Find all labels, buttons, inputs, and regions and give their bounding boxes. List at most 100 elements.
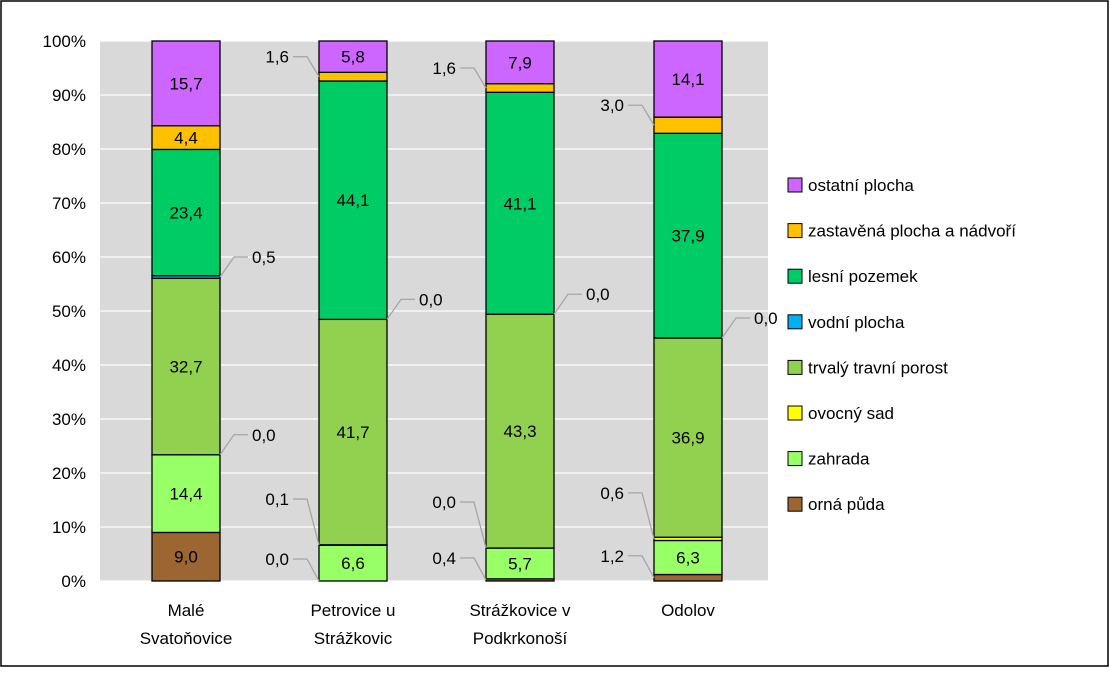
legend-label: zastavěná plocha a nádvoří <box>808 222 1016 241</box>
bar-segment <box>653 573 723 582</box>
data-label: 0,0 <box>432 493 456 512</box>
bar-segment <box>653 132 723 339</box>
x-tick-label: Svatoňovice <box>140 629 233 648</box>
data-label: 36,9 <box>671 429 704 448</box>
data-label: 0,0 <box>252 426 276 445</box>
data-label: 37,9 <box>671 227 704 246</box>
leader-line <box>293 56 320 78</box>
data-label: 6,3 <box>676 549 700 568</box>
data-label: 4,4 <box>174 129 198 148</box>
bar-segment <box>485 547 555 580</box>
legend-swatch <box>787 451 803 467</box>
data-label: 1,6 <box>432 59 456 78</box>
leader-line <box>386 298 415 320</box>
legend-label: ostatní plocha <box>808 176 914 195</box>
data-label: 1,6 <box>265 48 289 67</box>
legend-label: vodní plocha <box>808 313 905 332</box>
x-axis: Malé Svatoňovice Petrovice u Strážkovic Strá… <box>140 601 716 648</box>
data-label: 0,1 <box>265 490 289 509</box>
data-label: 43,3 <box>503 422 536 441</box>
data-label: 23,4 <box>169 204 202 223</box>
data-label: 6,6 <box>341 554 365 573</box>
legend-swatch <box>787 314 803 330</box>
x-tick-label: Strážkovic <box>314 629 393 648</box>
data-label: 5,8 <box>341 48 365 67</box>
bar-segment <box>318 40 388 74</box>
leader-line <box>293 498 320 546</box>
bar-segment <box>151 531 221 582</box>
data-label: 3,0 <box>600 96 624 115</box>
leader-line <box>628 555 655 579</box>
data-label: 14,1 <box>671 70 704 89</box>
y-axis: 0% 10% 20% 30% 40% 50% 60% 70% 80% 90% 100% <box>43 32 86 591</box>
data-label: 41,7 <box>336 423 369 442</box>
legend-swatch <box>787 268 803 284</box>
data-label: 14,4 <box>169 485 202 504</box>
x-tick-label: Malé <box>168 601 205 620</box>
data-label: 32,7 <box>169 358 202 377</box>
y-tick-label: 100% <box>43 32 86 51</box>
legend-label: trvalý travní porost <box>808 358 948 377</box>
bar-segment <box>151 277 221 456</box>
x-tick-label: Strážkovice v <box>469 601 571 620</box>
bar-segment <box>318 318 388 546</box>
x-tick-label: Odolov <box>661 601 715 620</box>
bar-segment <box>485 91 555 315</box>
y-tick-label: 80% <box>52 140 86 159</box>
bars: 9,0 14,4 32,7 23,4 4,4 15,7 0,0 0,5 6,6 41,7 44,1 5… <box>151 40 778 582</box>
legend-swatch <box>787 496 803 512</box>
y-tick-label: 30% <box>52 410 86 429</box>
y-tick-label: 90% <box>52 86 86 105</box>
leader-line <box>219 434 248 456</box>
y-tick-label: 40% <box>52 356 86 375</box>
legend-label: zahrada <box>808 450 870 469</box>
bar-segment <box>485 40 555 85</box>
data-label: 15,7 <box>169 74 202 93</box>
data-label: 0,6 <box>600 484 624 503</box>
legend-swatch <box>787 223 803 239</box>
leader-line <box>628 492 655 540</box>
y-tick-label: 60% <box>52 248 86 267</box>
legend-swatch <box>787 177 803 193</box>
leader-line <box>553 293 582 315</box>
bar-segment <box>151 40 221 127</box>
bar-segment <box>653 337 723 538</box>
data-label: 41,1 <box>503 194 536 213</box>
legend-swatch <box>787 359 803 375</box>
bar-segment <box>318 80 388 321</box>
data-label: 0,5 <box>252 248 276 267</box>
legend: ostatní plocha zastavěná plocha a nádvoří… <box>787 176 1016 514</box>
legend-label: orná půda <box>808 495 885 514</box>
bar-segment <box>151 148 221 277</box>
data-label: 0,0 <box>419 290 443 309</box>
bar-segment <box>318 544 388 582</box>
leader-line <box>628 104 655 126</box>
bar-segment <box>485 83 555 93</box>
y-tick-label: 0% <box>61 572 86 591</box>
bar-segment <box>485 313 555 549</box>
bar-segment <box>653 40 723 118</box>
legend-swatch <box>787 405 803 421</box>
y-tick-label: 50% <box>52 302 86 321</box>
y-tick-label: 10% <box>52 518 86 537</box>
data-label: 0,0 <box>754 309 778 328</box>
leader-line <box>460 557 487 581</box>
leader-line <box>460 67 487 89</box>
legend-label: lesní pozemek <box>808 267 918 286</box>
data-label: 9,0 <box>174 548 198 567</box>
leader-line <box>460 501 487 549</box>
data-label: 0,4 <box>432 549 456 568</box>
data-label: 5,7 <box>508 554 532 573</box>
y-tick-label: 20% <box>52 464 86 483</box>
data-label: 0,0 <box>265 550 289 569</box>
leader-line <box>293 558 320 582</box>
data-label: 44,1 <box>336 191 369 210</box>
y-tick-label: 70% <box>52 194 86 213</box>
leader-line <box>721 317 750 339</box>
data-label: 7,9 <box>508 53 532 72</box>
legend-label: ovocný sad <box>808 404 894 423</box>
leader-line <box>219 256 248 278</box>
x-tick-label: Podkrkonoší <box>473 629 568 648</box>
